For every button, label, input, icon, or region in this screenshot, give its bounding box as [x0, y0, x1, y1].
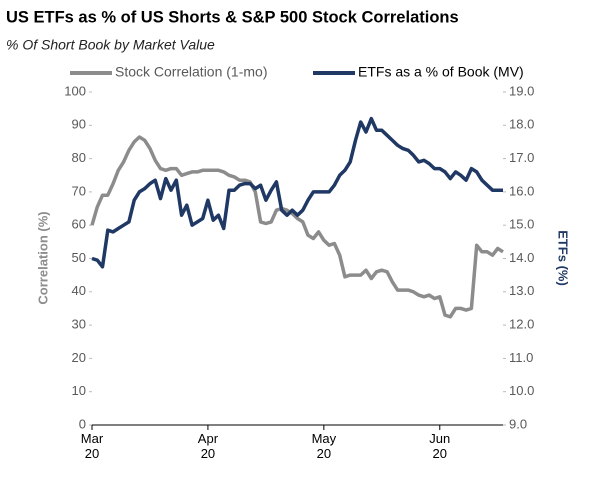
y2-tick-label: 12.0 [509, 317, 534, 332]
chart-subtitle: % Of Short Book by Market Value [6, 37, 215, 53]
y2-tick-label: 16.0 [509, 183, 534, 198]
legend-label: ETFs as a % of Book (MV) [358, 64, 524, 80]
series-line [91, 116, 503, 269]
y-tick-label: 100 [64, 83, 86, 98]
x-tick-label: Jun 20 [429, 431, 451, 461]
y2-tick-label: 17.0 [509, 150, 534, 165]
y-tick-label: 50 [72, 250, 86, 265]
y-tick-label: 70 [72, 183, 86, 198]
y-tick-label: 90 [72, 117, 86, 132]
y2-tick-label: 9.0 [509, 416, 527, 431]
y2-tick-label: 11.0 [509, 350, 533, 365]
y-tick-label: 60 [72, 217, 86, 232]
y2-tick-label: 14.0 [509, 250, 534, 265]
series-line [90, 135, 504, 319]
y2-tick-label: 19.0 [509, 83, 534, 98]
x-tick-label: Apr 20 [197, 431, 219, 461]
y-tick-label: 40 [72, 283, 86, 298]
y-tick-label: 80 [72, 150, 86, 165]
y-tick-label: 0 [79, 416, 86, 431]
y-tick-label: 10 [72, 383, 86, 398]
y2-tick-label: 10.0 [509, 383, 534, 398]
x-tick-label: May 20 [311, 431, 337, 461]
x-tick-label: Mar 20 [80, 431, 104, 461]
y2-tick-label: 13.0 [509, 283, 534, 298]
y-tick-label: 30 [72, 317, 86, 332]
legend-label: Stock Correlation (1-mo) [115, 64, 268, 80]
y2-axis-label: ETFs (%) [556, 230, 571, 286]
chart-title: US ETFs as % of US Shorts & S&P 500 Stoc… [6, 8, 459, 26]
y-axis-label: Correlation (%) [35, 211, 50, 304]
y2-tick-label: 18.0 [509, 117, 534, 132]
y2-tick-label: 15.0 [509, 217, 534, 232]
y-tick-label: 20 [72, 350, 86, 365]
